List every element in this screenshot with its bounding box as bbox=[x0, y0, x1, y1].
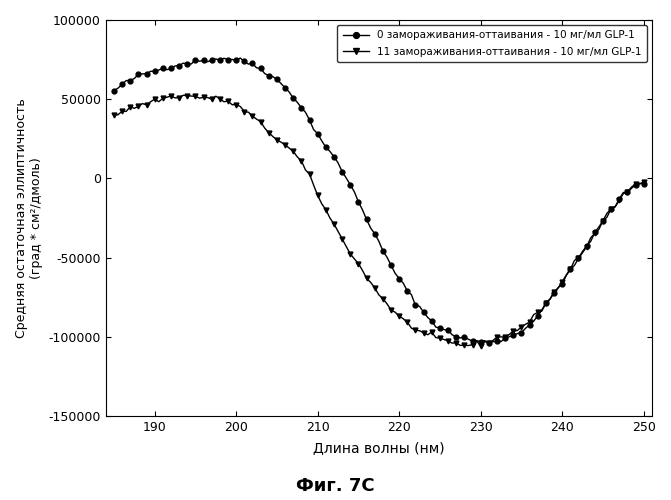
11 замораживания-оттаивания - 10 мг/мл GLP-1 bbox=[110, 112, 118, 118]
Y-axis label: Средняя остаточная эллиптичность
(град * см²/дмоль): Средняя остаточная эллиптичность (град *… bbox=[15, 98, 43, 338]
11 замораживания-оттаивания - 10 мг/мл GLP-1 bbox=[476, 342, 484, 348]
0 замораживания-оттаивания - 10 мг/мл GLP-1 bbox=[236, 55, 244, 61]
11 замораживания-оттаивания - 10 мг/мл GLP-1 bbox=[383, 301, 391, 307]
11 замораживания-оттаивания - 10 мг/мл GLP-1 bbox=[179, 92, 187, 98]
Line: 11 замораживания-оттаивания - 10 мг/мл GLP-1: 11 замораживания-оттаивания - 10 мг/мл G… bbox=[111, 93, 646, 348]
0 замораживания-оттаивания - 10 мг/мл GLP-1 bbox=[281, 84, 289, 90]
11 замораживания-оттаивания - 10 мг/мл GLP-1 bbox=[322, 206, 330, 212]
0 замораживания-оттаивания - 10 мг/мл GLP-1 bbox=[521, 326, 529, 332]
11 замораживания-оттаивания - 10 мг/мл GLP-1 bbox=[159, 96, 167, 102]
0 замораживания-оттаивания - 10 мг/мл GLP-1 bbox=[159, 65, 167, 71]
0 замораживания-оттаивания - 10 мг/мл GLP-1 bbox=[383, 254, 391, 260]
X-axis label: Длина волны (нм): Длина волны (нм) bbox=[313, 441, 445, 455]
11 замораживания-оттаивания - 10 мг/мл GLP-1 bbox=[281, 142, 289, 148]
0 замораживания-оттаивания - 10 мг/мл GLP-1 bbox=[110, 88, 118, 94]
Legend: 0 замораживания-оттаивания - 10 мг/мл GLP-1, 11 замораживания-оттаивания - 10 мг: 0 замораживания-оттаивания - 10 мг/мл GL… bbox=[338, 25, 647, 62]
Line: 0 замораживания-оттаивания - 10 мг/мл GLP-1: 0 замораживания-оттаивания - 10 мг/мл GL… bbox=[111, 56, 646, 345]
11 замораживания-оттаивания - 10 мг/мл GLP-1 bbox=[309, 182, 317, 188]
11 замораживания-оттаивания - 10 мг/мл GLP-1 bbox=[521, 322, 529, 328]
0 замораживания-оттаивания - 10 мг/мл GLP-1 bbox=[485, 340, 493, 345]
0 замораживания-оттаивания - 10 мг/мл GLP-1 bbox=[309, 126, 317, 132]
0 замораживания-оттаивания - 10 мг/мл GLP-1 bbox=[322, 144, 330, 150]
Text: Фиг. 7С: Фиг. 7С bbox=[296, 477, 375, 495]
11 замораживания-оттаивания - 10 мг/мл GLP-1 bbox=[639, 178, 648, 184]
0 замораживания-оттаивания - 10 мг/мл GLP-1 bbox=[639, 180, 648, 186]
